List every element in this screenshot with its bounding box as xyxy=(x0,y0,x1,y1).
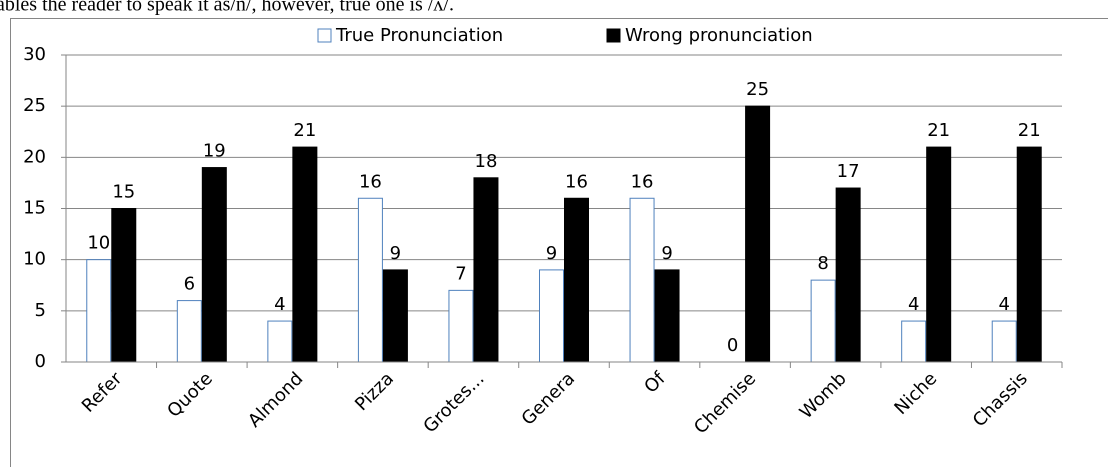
value-label: 0 xyxy=(727,335,738,356)
value-label: 10 xyxy=(87,233,110,254)
value-label: 18 xyxy=(475,151,498,172)
bar xyxy=(201,167,227,363)
value-label: 16 xyxy=(565,171,588,192)
y-tick-label: 30 xyxy=(23,44,46,65)
y-tick-label: 5 xyxy=(35,300,46,321)
legend-swatch xyxy=(606,28,621,43)
bar xyxy=(564,197,589,363)
bar xyxy=(629,197,655,363)
bar xyxy=(745,105,771,363)
legend-label: Wrong pronunciation xyxy=(625,25,813,46)
value-label: 21 xyxy=(927,120,950,141)
bar xyxy=(292,146,318,363)
y-tick-label: 15 xyxy=(23,198,46,219)
value-label: 15 xyxy=(112,182,135,203)
value-label: 4 xyxy=(908,294,919,315)
bar xyxy=(267,320,293,363)
bar xyxy=(654,269,680,363)
value-label: 9 xyxy=(546,243,557,264)
bar xyxy=(901,320,927,363)
bar xyxy=(835,187,861,363)
bar xyxy=(473,177,499,363)
value-label: 6 xyxy=(184,274,195,295)
value-label: 21 xyxy=(293,120,316,141)
value-label: 19 xyxy=(203,141,226,162)
bar xyxy=(810,279,836,363)
bar xyxy=(382,269,408,363)
legend-swatch xyxy=(317,28,332,43)
value-label: 9 xyxy=(661,243,672,264)
value-label: 25 xyxy=(746,79,769,100)
value-label: 8 xyxy=(817,253,828,274)
bar xyxy=(1016,146,1042,363)
bar xyxy=(111,208,137,363)
bar xyxy=(448,289,474,363)
bar xyxy=(539,269,564,363)
value-label: 7 xyxy=(455,263,466,284)
value-label: 16 xyxy=(631,171,654,192)
value-label: 4 xyxy=(999,294,1010,315)
y-tick-label: 25 xyxy=(23,95,46,116)
value-label: 16 xyxy=(359,171,382,192)
value-label: 9 xyxy=(390,243,401,264)
chart-frame xyxy=(10,18,1108,467)
bar xyxy=(357,197,383,363)
y-tick-label: 20 xyxy=(23,146,46,167)
fragment-text: ables the reader to speak it as/n/, howe… xyxy=(0,0,454,16)
bar xyxy=(926,146,952,363)
bar xyxy=(86,259,112,363)
y-tick-label: 0 xyxy=(35,351,46,372)
value-label: 4 xyxy=(274,294,285,315)
value-label: 21 xyxy=(1018,120,1041,141)
bar xyxy=(991,320,1017,363)
bar xyxy=(176,300,202,363)
legend-label: True Pronunciation xyxy=(335,25,503,46)
value-label: 17 xyxy=(837,161,860,182)
y-tick-label: 10 xyxy=(23,249,46,270)
